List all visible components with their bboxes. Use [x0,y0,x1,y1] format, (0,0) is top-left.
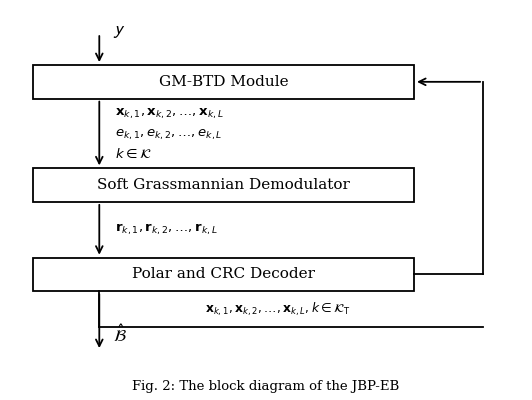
Text: GM-BTD Module: GM-BTD Module [159,75,288,89]
Bar [33,168,414,202]
Text: $\mathbf{x}_{k,1},\mathbf{x}_{k,2},\ldots,\mathbf{x}_{k,L}$: $\mathbf{x}_{k,1},\mathbf{x}_{k,2},\ldot… [115,107,225,121]
Bar [33,258,414,291]
Text: $e_{k,1},e_{k,2},\ldots,e_{k,L}$: $e_{k,1},e_{k,2},\ldots,e_{k,L}$ [115,128,223,142]
Text: Polar and CRC Decoder: Polar and CRC Decoder [132,268,315,282]
Text: $\hat{\mathcal{B}}$: $\hat{\mathcal{B}}$ [113,324,126,346]
Text: Fig. 2: The block diagram of the JBP-EB: Fig. 2: The block diagram of the JBP-EB [132,380,400,393]
Bar [33,65,414,99]
Text: $\mathbf{r}_{k,1},\mathbf{r}_{k,2},\ldots,\mathbf{r}_{k,L}$: $\mathbf{r}_{k,1},\mathbf{r}_{k,2},\ldot… [115,222,218,238]
Text: $k \in \mathcal{K}$: $k \in \mathcal{K}$ [115,147,152,161]
Text: $\mathcal{y}$: $\mathcal{y}$ [113,22,125,40]
Text: $\mathbf{x}_{k,1},\mathbf{x}_{k,2},\ldots,\mathbf{x}_{k,L}, k \in \mathcal{K}_{\: $\mathbf{x}_{k,1},\mathbf{x}_{k,2},\ldot… [205,300,351,318]
Text: Soft Grassmannian Demodulator: Soft Grassmannian Demodulator [97,178,350,192]
